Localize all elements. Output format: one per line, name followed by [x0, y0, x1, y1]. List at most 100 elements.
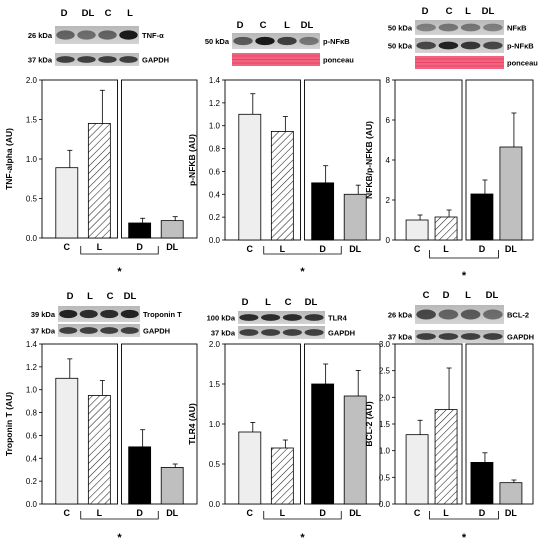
- significance-bracket: [263, 246, 342, 255]
- protein-band: [483, 41, 503, 50]
- bar-L: [87, 395, 111, 505]
- protein-label: ponceau: [323, 56, 354, 65]
- y-tick-label: 1.4: [26, 340, 38, 349]
- y-tick-label: 4: [386, 156, 391, 165]
- protein-band: [77, 30, 96, 40]
- category-label: DL: [505, 508, 517, 518]
- y-tick-label: 1.0: [26, 155, 38, 164]
- western-blot: D C L DL 50 kDa p-NFκB ponceau: [205, 20, 354, 66]
- kda-label: 100 kDa: [207, 314, 236, 323]
- protein-label: GAPDH: [143, 327, 170, 336]
- bar-C: [55, 377, 79, 505]
- y-tick-label: 0.6: [209, 167, 221, 176]
- blot-strip: [415, 38, 504, 53]
- bar-D: [128, 222, 152, 239]
- significance-mark: *: [462, 270, 467, 282]
- y-tick-label: 2.0: [26, 76, 38, 85]
- protein-band: [282, 329, 302, 336]
- protein-band: [416, 41, 436, 50]
- bar-L: [434, 409, 458, 505]
- y-tick-label: 0.4: [26, 454, 38, 463]
- significance-bracket: [429, 250, 499, 259]
- lane-label: C: [107, 291, 114, 302]
- bar-L: [87, 123, 111, 239]
- lane-label: DL: [482, 6, 495, 17]
- bar-D: [470, 193, 494, 241]
- kda-label: 39 kDa: [31, 310, 56, 319]
- protein-label: p-NFκB: [323, 37, 350, 46]
- protein-band: [261, 329, 281, 336]
- group-frame-left: [224, 343, 301, 505]
- group-frame-right: [465, 79, 534, 241]
- blot-strip: [55, 26, 139, 44]
- group-frame-left: [41, 343, 118, 505]
- lane-label: C: [260, 20, 267, 31]
- group-frame-left: [41, 79, 118, 239]
- significance-bracket: [80, 511, 159, 520]
- y-axis-label: TLR4 (AU): [187, 403, 197, 445]
- protein-band: [119, 30, 138, 40]
- blot-strip: [415, 330, 504, 343]
- bar-DL: [160, 220, 184, 239]
- kda-label: 37 kDa: [388, 333, 413, 342]
- category-label: D: [319, 244, 326, 254]
- group-frame-right: [465, 343, 534, 505]
- bar-D: [311, 383, 335, 505]
- category-label: D: [319, 508, 326, 518]
- y-tick-label: 2.0: [209, 340, 221, 349]
- bar-L: [434, 216, 458, 241]
- protein-band: [438, 23, 459, 32]
- y-tick-label: 8: [386, 76, 391, 85]
- protein-band: [233, 36, 253, 46]
- y-tick-label: 2: [386, 196, 391, 205]
- lane-label: DL: [124, 291, 137, 302]
- category-label: D: [479, 508, 486, 518]
- y-tick-label: 1.5: [379, 420, 391, 429]
- y-tick-label: 1.0: [209, 420, 221, 429]
- lane-label: L: [87, 291, 93, 302]
- y-axis-label: NFKB/p-NFKB (AU): [364, 121, 374, 199]
- lane-label: DL: [301, 20, 314, 31]
- y-tick-label: 0.5: [379, 473, 391, 482]
- protein-label: GAPDH: [142, 56, 169, 65]
- bar-D: [128, 446, 152, 505]
- category-label: L: [97, 508, 103, 518]
- y-tick-label: 0.2: [26, 477, 38, 486]
- significance-mark: *: [300, 266, 305, 278]
- lane-label: L: [127, 8, 133, 19]
- y-tick-label: 1.0: [209, 122, 221, 131]
- y-tick-label: 6: [386, 116, 391, 125]
- protein-band: [304, 314, 324, 321]
- protein-band: [483, 309, 503, 320]
- protein-band: [79, 309, 98, 319]
- protein-label: TNF-α: [142, 31, 164, 40]
- lane-label: D: [67, 291, 74, 302]
- category-label: C: [247, 508, 254, 518]
- y-tick-label: 1.4: [209, 76, 221, 85]
- protein-band: [277, 36, 297, 46]
- group-frame-left: [394, 343, 463, 505]
- lane-label: D: [422, 6, 429, 17]
- panel-1: D DL C L26 kDa TNF-α37 kDa GAPDH0.00.51.01.52…: [4, 8, 198, 278]
- category-label: C: [247, 244, 254, 254]
- y-tick-label: 0.0: [26, 500, 38, 509]
- category-label: C: [414, 508, 421, 518]
- protein-band: [239, 329, 259, 336]
- protein-band: [299, 36, 319, 46]
- bar-DL: [160, 467, 184, 505]
- protein-band: [255, 36, 275, 46]
- category-label: DL: [349, 244, 361, 254]
- lane-label: L: [465, 6, 471, 17]
- y-tick-label: 0.0: [209, 500, 221, 509]
- protein-band: [460, 41, 481, 50]
- y-axis-label: TNF-alpha (AU): [4, 128, 14, 190]
- y-axis-label: p-NFKB (AU): [187, 134, 197, 186]
- y-tick-label: 0.8: [26, 409, 38, 418]
- protein-band: [282, 314, 302, 321]
- y-tick-label: 1.2: [26, 363, 38, 372]
- y-tick-label: 3.0: [379, 340, 391, 349]
- kda-label: 50 kDa: [388, 42, 413, 51]
